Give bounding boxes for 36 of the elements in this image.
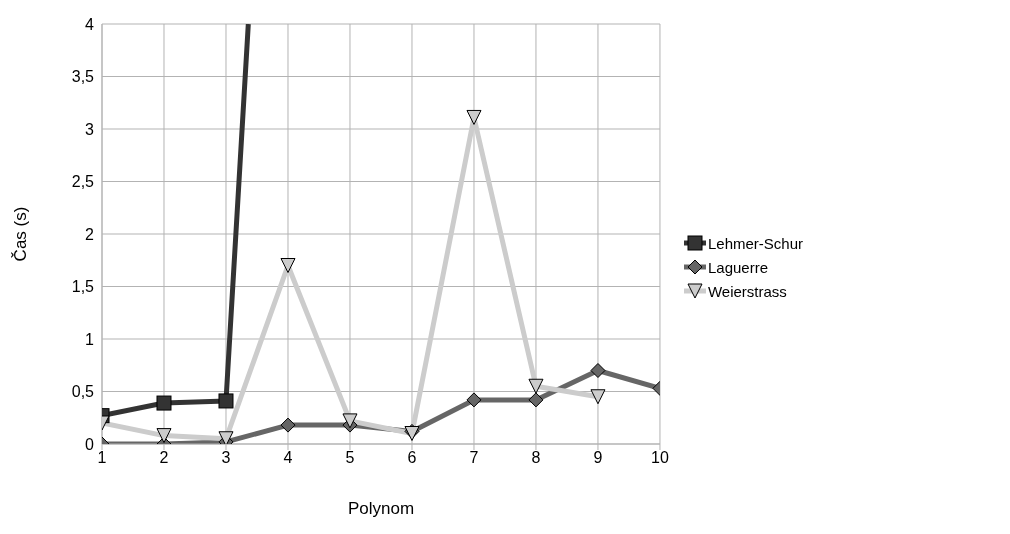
x-tick-label: 7	[469, 449, 479, 467]
y-tick-label: 4	[85, 15, 95, 33]
y-tick-label: 1	[85, 330, 95, 348]
point	[280, 417, 296, 433]
point	[342, 413, 358, 429]
legend-label: Lehmer-Schur	[707, 234, 803, 252]
point	[528, 378, 544, 394]
y-axis-title: Čas (s)	[11, 206, 31, 262]
legend-label: Weierstrass	[707, 282, 787, 300]
y-tick-label: 2	[85, 225, 95, 243]
y-tick-label: 0	[85, 435, 95, 453]
x-axis-title: Polynom	[347, 499, 415, 518]
x-tick-label: 1	[97, 449, 107, 467]
x-tick-label: 4	[283, 449, 293, 467]
point	[466, 109, 482, 125]
point	[590, 389, 606, 405]
legend-label: Laguerre	[707, 258, 768, 276]
x-tick-label: 5	[345, 449, 355, 467]
point	[156, 428, 172, 444]
point	[528, 392, 544, 408]
x-tick-label: 10	[651, 449, 669, 467]
x-tick-label: 6	[407, 449, 417, 467]
y-tick-label: 3,5	[71, 68, 95, 86]
point	[466, 392, 482, 408]
point	[218, 393, 234, 409]
x-tick-label: 9	[593, 449, 603, 467]
y-tick-label: 0,5	[71, 383, 95, 401]
y-tick-label: 3	[85, 120, 95, 138]
point	[590, 363, 606, 378]
x-tick-label: 3	[221, 449, 231, 467]
y-tick-label: 2,5	[71, 173, 95, 191]
x-tick-label: 8	[531, 449, 541, 467]
x-tick-label: 2	[159, 449, 169, 467]
y-tick-label: 1,5	[71, 278, 95, 296]
point	[280, 258, 296, 273]
point	[156, 395, 172, 411]
